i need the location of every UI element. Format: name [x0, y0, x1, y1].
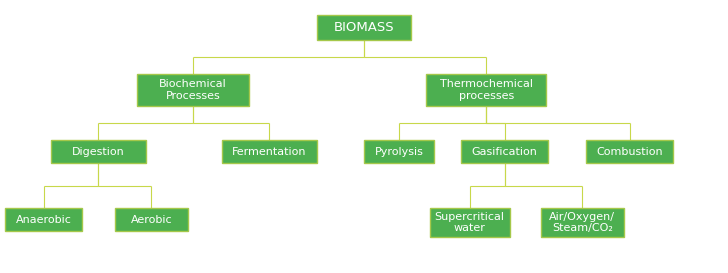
Text: Pyrolysis: Pyrolysis — [374, 147, 424, 156]
Text: Combustion: Combustion — [596, 147, 663, 156]
FancyBboxPatch shape — [430, 208, 510, 237]
FancyBboxPatch shape — [461, 140, 548, 163]
Text: Anaerobic: Anaerobic — [16, 215, 71, 225]
Text: Biochemical
Processes: Biochemical Processes — [159, 79, 227, 101]
FancyBboxPatch shape — [137, 74, 250, 106]
FancyBboxPatch shape — [6, 208, 82, 232]
Text: Supercritical
water: Supercritical water — [435, 212, 505, 233]
FancyBboxPatch shape — [317, 15, 411, 40]
FancyBboxPatch shape — [222, 140, 317, 163]
Text: BIOMASS: BIOMASS — [333, 21, 395, 34]
Text: Thermochemical
processes: Thermochemical processes — [440, 79, 533, 101]
Text: Air/Oxygen/
Steam/CO₂: Air/Oxygen/ Steam/CO₂ — [550, 212, 615, 233]
FancyBboxPatch shape — [115, 208, 188, 232]
FancyBboxPatch shape — [586, 140, 673, 163]
Text: Digestion: Digestion — [72, 147, 124, 156]
FancyBboxPatch shape — [365, 140, 434, 163]
FancyBboxPatch shape — [541, 208, 625, 237]
Text: Gasification: Gasification — [472, 147, 537, 156]
Text: Aerobic: Aerobic — [130, 215, 173, 225]
FancyBboxPatch shape — [427, 74, 546, 106]
FancyBboxPatch shape — [51, 140, 146, 163]
Text: Fermentation: Fermentation — [232, 147, 306, 156]
